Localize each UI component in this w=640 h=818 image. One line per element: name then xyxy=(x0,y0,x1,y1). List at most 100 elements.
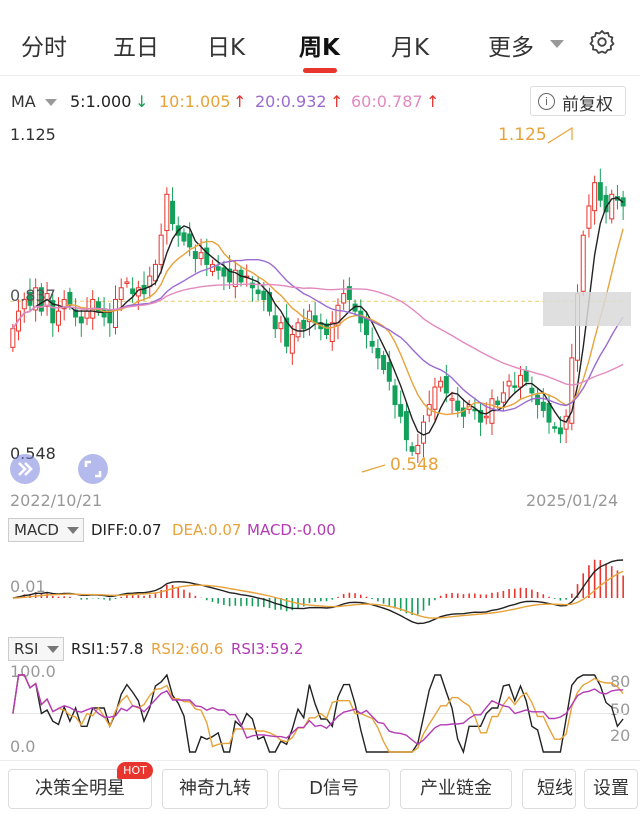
candle-body xyxy=(38,287,44,312)
candle-body xyxy=(306,310,312,323)
candle-body xyxy=(204,247,210,265)
candle-body xyxy=(272,315,278,330)
candle-body xyxy=(232,269,238,288)
macd-selector-label: MACD xyxy=(14,521,59,539)
candle-body xyxy=(415,444,421,455)
rsi-dropdown-icon xyxy=(47,646,59,653)
candle-body xyxy=(284,317,290,347)
high-annotation-line xyxy=(547,126,573,144)
period-tabs: 分时 五日 日K 周K 月K 更多 xyxy=(0,0,640,76)
ma5-arrow: ↓ xyxy=(135,92,149,111)
low-annotation-line xyxy=(361,464,386,473)
candle-body xyxy=(535,394,541,406)
ma-selector[interactable]: MA xyxy=(11,92,36,111)
tab-intraday[interactable]: 分时 xyxy=(21,35,67,61)
candle-body xyxy=(158,234,164,265)
short-line-button[interactable]: 短线 xyxy=(522,769,576,809)
candle-body xyxy=(215,266,221,271)
candle-body xyxy=(278,322,284,330)
adjustment-button[interactable]: i 前复权 xyxy=(530,86,626,116)
rsi3-line xyxy=(12,674,624,746)
ma-legend: MA 5:1.000 ↓ 10:1.005 ↑ 20:0.932 ↑ 60:0.… xyxy=(0,86,640,116)
fullscreen-icon[interactable] xyxy=(78,454,108,484)
candle-body xyxy=(455,400,461,411)
industry-chain-button[interactable]: 产业链金 xyxy=(400,769,512,809)
price-tag-block xyxy=(543,292,631,326)
candle-body xyxy=(409,446,415,452)
high-annotation: 1.125 xyxy=(498,125,547,145)
candle-body xyxy=(221,267,227,277)
ma-dropdown-icon[interactable] xyxy=(45,99,57,106)
rsi-y-top: 100.0 xyxy=(10,662,56,681)
candle-body xyxy=(33,287,39,311)
tab-five-day[interactable]: 五日 xyxy=(113,35,159,61)
tab-more[interactable]: 更多 xyxy=(488,35,534,61)
gear-icon[interactable] xyxy=(589,29,615,55)
rsi-selector-label: RSI xyxy=(14,640,39,658)
candle-body xyxy=(369,341,375,347)
ma60-value: 60:0.787 xyxy=(351,92,423,111)
candle-body xyxy=(592,182,598,212)
candle-body xyxy=(181,232,187,242)
settings-button[interactable]: 设置 xyxy=(584,769,638,809)
candle-body xyxy=(164,193,170,232)
candle-body xyxy=(289,333,295,354)
bottom-toolbar: 决策全明星 HOT 神奇九转 D信号 产业链金 短线 设置 xyxy=(0,760,640,818)
candle-body xyxy=(478,409,484,423)
candle-body xyxy=(124,281,130,284)
candle-body xyxy=(375,348,381,359)
candle-body xyxy=(21,298,27,310)
candle-body xyxy=(546,402,552,423)
ma10-line xyxy=(12,228,624,416)
candle-body xyxy=(483,415,489,419)
candle-body xyxy=(597,182,603,201)
decision-stars-button[interactable]: 决策全明星 xyxy=(8,769,152,809)
candle-body xyxy=(27,291,33,306)
candle-body xyxy=(113,298,119,328)
ma20-arrow: ↑ xyxy=(330,92,344,111)
candle-body xyxy=(187,233,193,248)
candle-body xyxy=(95,301,101,312)
kline-chart[interactable] xyxy=(0,0,640,515)
tab-monthly-k[interactable]: 月K xyxy=(391,35,430,61)
y-axis-high-label: 1.125 xyxy=(10,125,56,144)
candle-body xyxy=(495,400,501,406)
candle-body xyxy=(506,380,512,387)
candle-body xyxy=(130,288,136,295)
candle-body xyxy=(512,385,518,388)
double-chevron-icon[interactable] xyxy=(10,454,40,484)
candle-body xyxy=(152,263,158,282)
tab-weekly-k[interactable]: 周K xyxy=(299,35,340,61)
d-signal-button[interactable]: D信号 xyxy=(278,769,390,809)
macd-dropdown-icon xyxy=(67,527,79,534)
ma5-value: 5:1.000 xyxy=(70,92,132,111)
tab-daily-k[interactable]: 日K xyxy=(207,35,246,61)
macd-selector[interactable]: MACD xyxy=(8,518,84,542)
macd-axis-label: 0.01 xyxy=(10,577,46,596)
start-date-label: 2022/10/21 xyxy=(10,491,103,510)
candle-body xyxy=(341,293,347,304)
ma60-line xyxy=(12,283,624,386)
ma20-value: 20:0.932 xyxy=(255,92,327,111)
candle-body xyxy=(381,355,387,371)
candle-body xyxy=(586,205,592,229)
rsi2-line xyxy=(12,674,624,753)
candle-body xyxy=(67,291,73,306)
macd-diff-line xyxy=(12,559,624,625)
candle-body xyxy=(552,426,558,429)
candle-body xyxy=(329,322,335,343)
caret-down-icon[interactable] xyxy=(550,40,564,48)
candle-body xyxy=(386,362,392,382)
candle-body xyxy=(432,386,438,410)
candle-body xyxy=(363,317,369,335)
ma10-arrow: ↑ xyxy=(233,92,247,111)
candle-body xyxy=(255,289,261,295)
candle-body xyxy=(267,291,273,312)
rsi-selector[interactable]: RSI xyxy=(8,637,64,661)
candle-body xyxy=(198,252,204,260)
magic-nine-button[interactable]: 神奇九转 xyxy=(162,769,268,809)
candle-body xyxy=(392,385,398,406)
candle-body xyxy=(443,376,449,394)
candle-body xyxy=(529,387,535,394)
